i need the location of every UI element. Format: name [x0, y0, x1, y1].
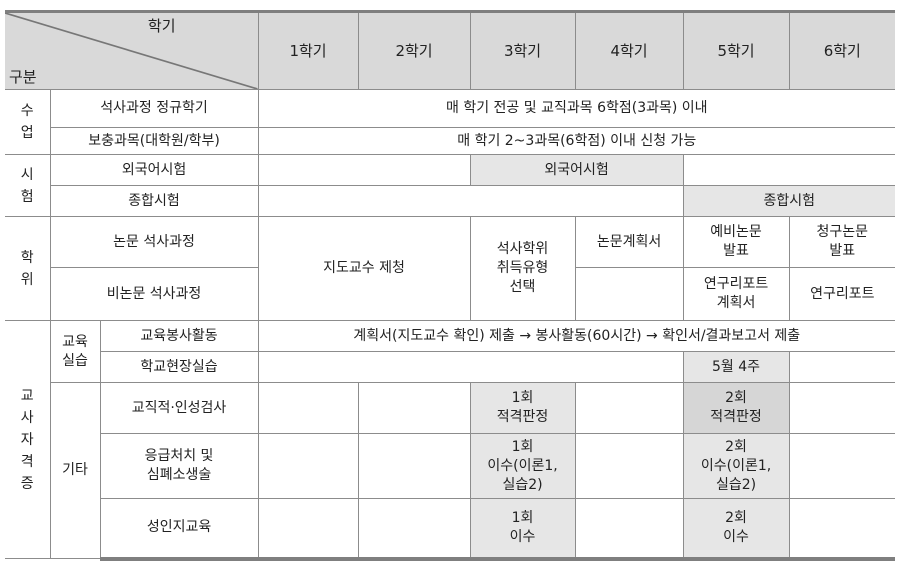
row-label: 교육봉사활동	[99, 320, 259, 352]
row-label: 종합시험	[50, 185, 259, 217]
cell-empty	[357, 382, 471, 434]
table-row: 보충과목(대학원/학부) 매 학기 2~3과목(6학점) 이내 신청 가능	[5, 127, 896, 155]
cell-empty	[574, 382, 684, 434]
table-row: 학교현장실습 5월 4주	[5, 351, 896, 383]
table-row: 기타 교직적·인성검사 1회 적격판정 2회 적격판정	[5, 382, 896, 559]
row-label: 학교현장실습	[100, 351, 259, 383]
cell-empty	[788, 382, 896, 434]
cell-empty	[788, 351, 896, 383]
table-row: 교 사 자 격 증 교육 실습 교육봉사활동 계획서(지도교수 확인) 제출 →…	[5, 320, 896, 559]
table-row: 학 위 논문 석사과정 지도교수 제청 석사학위 취득유형 선택 논문계획서 예…	[5, 216, 896, 321]
cell: 2회 이수	[682, 498, 790, 561]
row-label: 외국어시험	[49, 154, 259, 186]
cell-empty	[574, 433, 684, 499]
cell: 예비논문 발표	[682, 216, 790, 268]
header-semester-2: 2학기	[357, 10, 471, 90]
table-row: 응급처치 및 심폐소생술 1회 이수(이론1, 실습2) 2회 이수(이론1, …	[5, 433, 896, 499]
row-label: 비논문 석사과정	[50, 267, 259, 321]
cell: 5월 4주	[682, 351, 790, 383]
group-degree: 학 위	[5, 216, 51, 321]
header-category-label: 구분	[9, 68, 37, 86]
header-semester-4: 4학기	[574, 10, 684, 90]
cell: 지도교수 제청	[257, 216, 471, 321]
table-row: 성인지교육 1회 이수 2회 이수	[5, 498, 896, 561]
table-row: 종합시험 종합시험	[5, 185, 896, 217]
cell: 종합시험	[682, 185, 896, 217]
cell: 1회 이수(이론1, 실습2)	[469, 433, 576, 499]
row-label: 석사과정 정규학기	[49, 89, 259, 128]
cell-empty	[574, 498, 684, 561]
cell-empty	[682, 154, 896, 186]
cell: 논문계획서	[574, 216, 684, 268]
header-row: 학기 구분 1학기 2학기 3학기 4학기 5학기 6학기	[5, 10, 896, 90]
header-semester-label: 학기	[147, 17, 176, 35]
cell: 2회 이수(이론1, 실습2)	[682, 433, 790, 499]
cell: 연구리포트 계획서	[682, 267, 790, 321]
cell: 매 학기 전공 및 교직과목 6학점(3과목) 이내	[257, 89, 896, 128]
header-semester-6: 6학기	[788, 10, 896, 90]
cell-empty	[257, 154, 471, 186]
cell: 외국어시험	[469, 154, 684, 186]
row-label: 논문 석사과정	[49, 216, 259, 268]
table-row: 시 험 외국어시험 외국어시험	[5, 154, 896, 217]
cell-empty	[788, 498, 896, 561]
cell-empty	[257, 351, 684, 383]
subgroup-etc: 기타	[50, 382, 101, 559]
cell: 석사학위 취득유형 선택	[469, 216, 576, 321]
row-label: 성인지교육	[100, 498, 259, 561]
header-corner: 학기 구분	[5, 10, 259, 90]
cell: 계획서(지도교수 확인) 제출 → 봉사활동(60시간) → 확인서/결과보고서…	[257, 320, 896, 352]
cell: 매 학기 2~3과목(6학점) 이내 신청 가능	[257, 127, 896, 155]
cell-empty	[357, 433, 471, 499]
subgroup-practice: 교육 실습	[49, 320, 101, 383]
cell: 연구리포트	[788, 267, 896, 321]
header-semester-3: 3학기	[469, 10, 576, 90]
header-semester-1: 1학기	[257, 10, 359, 90]
cell-empty	[257, 433, 359, 499]
cell-empty	[257, 498, 359, 561]
curriculum-schedule-table: 학기 구분 1학기 2학기 3학기 4학기 5학기 6학기 수 업 석사과정 정…	[5, 10, 896, 561]
group-class: 수 업	[5, 89, 51, 155]
cell: 1회 적격판정	[469, 382, 576, 434]
row-label: 보충과목(대학원/학부)	[50, 127, 259, 155]
group-teacher: 교 사 자 격 증	[5, 320, 51, 559]
row-label: 교직적·인성검사	[99, 382, 259, 434]
cell-empty	[574, 267, 684, 321]
header-semester-5: 5학기	[682, 10, 790, 90]
cell: 1회 이수	[469, 498, 576, 561]
cell-empty	[357, 498, 471, 561]
cell-empty	[257, 185, 684, 217]
table-row: 수 업 석사과정 정규학기 매 학기 전공 및 교직과목 6학점(3과목) 이내	[5, 89, 896, 155]
cell: 청구논문 발표	[788, 216, 896, 268]
cell: 2회 적격판정	[682, 382, 790, 434]
row-label: 응급처치 및 심폐소생술	[100, 433, 259, 499]
group-exam: 시 험	[5, 154, 51, 217]
cell-empty	[788, 433, 896, 499]
cell-empty	[257, 382, 359, 434]
